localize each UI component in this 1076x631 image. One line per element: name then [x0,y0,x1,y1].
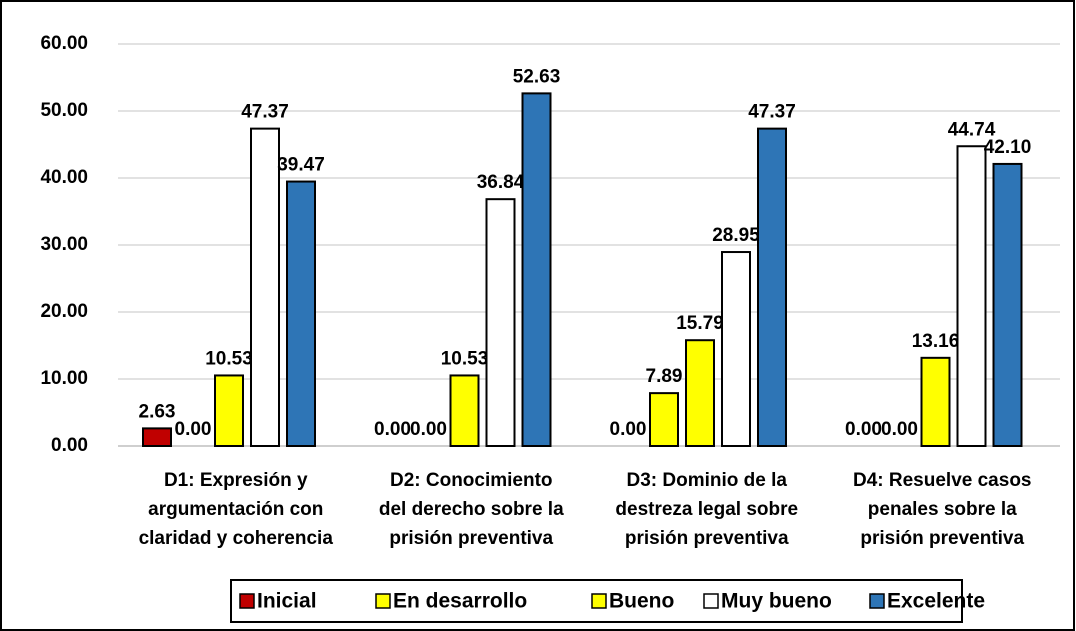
bar [449,374,480,448]
bar [250,127,280,447]
x-tick-label: D2: Conocimiento del derecho sobre la pris… [379,470,564,549]
value-label: 47.37 [748,102,796,123]
value-label: 42.10 [984,137,1032,158]
bar [920,356,951,447]
value-label: 0.00 [374,419,411,440]
bar [721,251,751,447]
y-tick-label: 40.00 [40,167,88,188]
value-label: 47.37 [241,102,289,123]
bar [649,392,679,447]
y-tick-label: 60.00 [40,33,88,54]
bar [992,162,1023,447]
value-label: 2.63 [139,401,176,422]
y-tick-label: 0.00 [51,435,88,456]
bar [685,339,715,447]
legend-swatch [239,593,255,609]
legend-swatch [703,593,719,609]
bar [286,180,316,447]
value-label: 0.00 [881,419,918,440]
value-label: 39.47 [277,155,325,176]
value-label: 0.00 [410,419,447,440]
value-label: 0.00 [175,419,212,440]
bar [757,127,787,447]
value-label: 10.53 [441,348,489,369]
value-label: 0.00 [845,419,882,440]
legend-label: Bueno [609,590,674,613]
value-label: 52.63 [513,66,561,87]
bar [956,145,987,447]
y-tick-label: 50.00 [40,100,88,121]
value-label: 15.79 [676,313,724,334]
value-label: 44.74 [948,119,996,140]
legend-label: En desarrollo [393,590,527,613]
bar [142,427,172,447]
bar [485,198,516,447]
legend-swatch [869,593,885,609]
y-tick-label: 30.00 [40,234,88,255]
value-label: 7.89 [646,366,683,387]
value-label: 10.53 [205,348,253,369]
legend-label: Inicial [257,590,317,613]
value-label: 13.16 [912,331,960,352]
value-label: 36.84 [477,172,525,193]
legend-label: Muy bueno [721,590,832,613]
y-tick-label: 10.00 [40,368,88,389]
bar [521,92,552,447]
bar [214,374,244,448]
x-tick-label: D3: Dominio de la destreza legal sobre pri… [615,470,798,549]
legend-swatch [591,593,607,609]
legend-label: Excelente [887,590,985,613]
value-label: 0.00 [610,419,647,440]
y-tick-label: 20.00 [40,301,88,322]
legend-swatch [375,593,391,609]
value-label: 28.95 [712,225,760,246]
x-tick-label: D1: Expresión y argumentación con claridad… [139,470,334,549]
x-tick-label: D4: Resuelve casos penales sobre la prisió… [853,470,1032,549]
